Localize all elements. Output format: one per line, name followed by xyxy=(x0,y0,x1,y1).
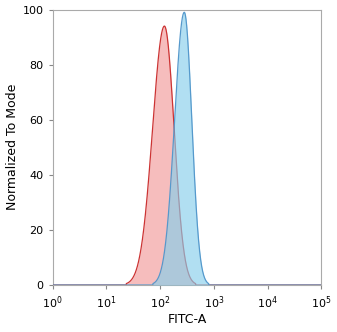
Y-axis label: Normalized To Mode: Normalized To Mode xyxy=(5,84,19,210)
X-axis label: FITC-A: FITC-A xyxy=(167,313,207,326)
